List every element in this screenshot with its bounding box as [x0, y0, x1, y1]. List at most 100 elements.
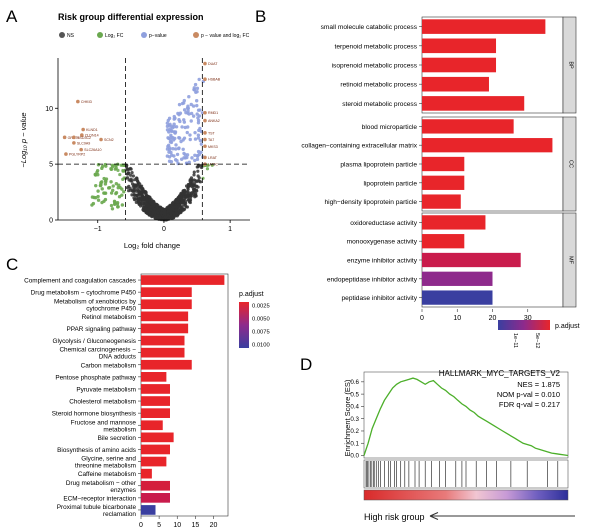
volcano-point	[180, 205, 184, 209]
volcano-point	[130, 193, 134, 197]
gsea-stat-pval: NOM p-val = 0.010	[497, 390, 560, 399]
volcano-point	[125, 186, 129, 190]
volcano-point	[203, 137, 207, 142]
volcano-point	[127, 167, 131, 171]
volcano-point	[90, 203, 94, 207]
go-facet-strip	[562, 212, 577, 308]
go-bar	[422, 194, 461, 209]
volcano-point	[165, 124, 170, 129]
volcano-point	[186, 198, 191, 202]
volcano-point	[122, 176, 126, 180]
volcano-gene-label: LRAT	[208, 156, 218, 160]
kegg-category-label: Proximal tubule bicarbonate	[57, 504, 137, 511]
volcano-point	[115, 200, 120, 205]
volcano-point	[141, 206, 146, 210]
volcano-point	[127, 171, 131, 175]
volcano-gene-label: MKS3	[208, 145, 218, 149]
kegg-bar	[141, 505, 156, 515]
volcano-point	[93, 173, 98, 177]
volcano-point	[100, 164, 105, 169]
gsea-y-tick-label: 0.5	[350, 391, 359, 398]
volcano-point	[195, 103, 199, 108]
volcano-point	[147, 213, 152, 217]
go-category-label: retinoid metabolic process	[340, 82, 417, 89]
volcano-ylabel: −Log₁₀ p − value	[19, 112, 28, 167]
volcano-point	[135, 176, 139, 181]
volcano-point	[110, 207, 115, 211]
volcano-point	[194, 99, 199, 103]
volcano-point	[80, 133, 84, 137]
volcano-point	[134, 193, 138, 197]
kegg-category-label: Biosynthesis of amino acids	[57, 447, 136, 454]
volcano-point	[158, 215, 162, 220]
volcano-point	[171, 147, 175, 151]
volcano-point	[166, 118, 170, 123]
volcano-point	[114, 191, 118, 196]
volcano-point	[102, 199, 106, 203]
kegg-category-label: Caffeine metabolism	[78, 471, 136, 478]
volcano-point	[64, 152, 68, 156]
volcano-point	[140, 187, 144, 191]
volcano-point	[103, 182, 108, 186]
volcano-legend-swatch	[141, 32, 147, 38]
volcano-point	[104, 179, 108, 184]
go-bar	[422, 138, 553, 153]
volcano-point	[96, 189, 100, 193]
volcano-point	[118, 172, 122, 177]
volcano-point	[114, 166, 118, 170]
volcano-point	[109, 203, 114, 208]
kegg-category-label: Complement and coagulation cascades	[24, 278, 136, 285]
volcano-point	[171, 138, 176, 142]
volcano-point	[96, 198, 101, 202]
gsea-arrow-head	[429, 512, 439, 520]
kegg-bar	[141, 468, 152, 479]
volcano-point	[196, 133, 201, 137]
kegg-legend-title: p.adjust	[239, 291, 264, 298]
volcano-point	[109, 167, 114, 172]
volcano-point	[203, 110, 207, 115]
go-bar	[422, 290, 493, 305]
volcano-point	[72, 141, 76, 145]
volcano-point	[177, 102, 182, 107]
go-legend-tick: 5e−12	[534, 333, 540, 348]
go-facet-label: MF	[568, 256, 574, 265]
volcano-point	[183, 156, 188, 160]
volcano-point	[190, 156, 194, 160]
volcano-point	[99, 137, 103, 142]
volcano-x-tick-label: −1	[94, 226, 102, 233]
volcano-point	[186, 104, 190, 108]
go-category-label: monooxygenase activity	[347, 239, 418, 246]
volcano-point	[116, 186, 120, 190]
volcano-point	[127, 189, 131, 193]
kegg-legend-tick: 0.0100	[252, 343, 270, 349]
gsea-y-tick-label: 0.2	[350, 428, 359, 435]
volcano-point	[113, 201, 117, 206]
go-bar	[422, 252, 521, 268]
volcano-point	[109, 180, 113, 184]
go-category-label: plasma lipoprotein particle	[340, 162, 417, 169]
volcano-point	[169, 133, 173, 138]
go-x-tick-label: 30	[524, 315, 532, 322]
volcano-point	[203, 77, 207, 82]
volcano-point	[183, 201, 187, 206]
volcano-point	[199, 142, 204, 146]
volcano-point	[135, 185, 140, 189]
volcano-point	[197, 179, 201, 183]
volcano-point	[150, 213, 154, 218]
volcano-point	[201, 176, 205, 180]
kegg-x-tick-label: 0	[139, 522, 143, 529]
go-bar	[422, 57, 497, 73]
volcano-gene-label: LMSC	[208, 163, 218, 167]
volcano-point	[154, 214, 158, 218]
volcano-point	[203, 155, 207, 160]
volcano-point	[196, 149, 201, 154]
volcano-point	[72, 135, 76, 140]
volcano-point	[196, 108, 201, 112]
volcano-point	[174, 125, 179, 129]
go-bar	[422, 271, 493, 286]
go-bar	[422, 234, 465, 249]
volcano-point	[129, 177, 133, 181]
volcano-point	[145, 198, 149, 203]
volcano-point	[111, 188, 115, 193]
gsea-xlabel: High risk group	[364, 512, 425, 522]
